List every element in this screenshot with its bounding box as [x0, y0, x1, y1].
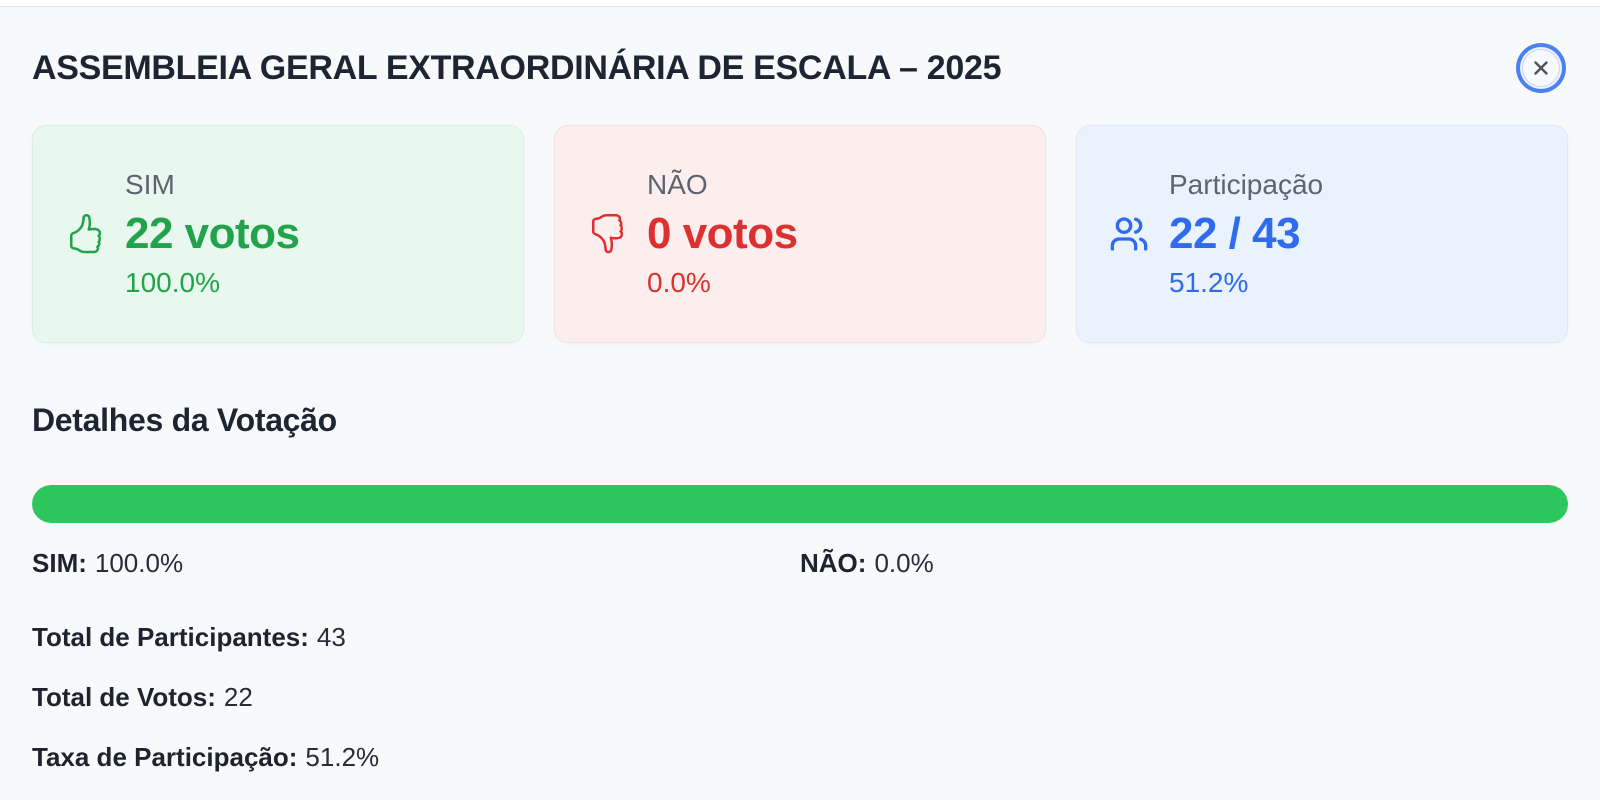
- close-button[interactable]: [1522, 49, 1560, 87]
- legend-value: 100.0%: [94, 548, 184, 578]
- vote-progress-bar: [32, 485, 1568, 523]
- stat-taxa-participacao: Taxa de Participação: 51.2%: [32, 743, 1568, 771]
- stat-value: 22: [223, 682, 253, 712]
- stat-total-participantes: Total de Participantes: 43: [32, 623, 1568, 651]
- stat-value: 51.2%: [305, 742, 380, 772]
- stat-card-label: SIM: [125, 169, 175, 200]
- legend-label: SIM:: [32, 548, 87, 578]
- stat-card-label: NÃO: [647, 169, 708, 200]
- stat-card-nao: NÃO 0 votos 0.0%: [554, 125, 1046, 343]
- stat-value: 43: [316, 622, 346, 652]
- stat-cards-row: SIM 22 votos 100.0% NÃO 0 votos: [32, 125, 1568, 343]
- close-icon: [1532, 59, 1550, 77]
- progress-legend: SIM: 100.0% NÃO: 0.0%: [32, 549, 1568, 577]
- summary-stats: Total de Participantes: 43 Total de Votos…: [32, 623, 1568, 771]
- thumbs-down-icon: [587, 214, 627, 254]
- stat-card-value: 22 votos: [125, 209, 300, 258]
- stat-card-value: 0 votos: [647, 209, 798, 258]
- modal-header: ASSEMBLEIA GERAL EXTRAORDINÁRIA DE ESCAL…: [32, 41, 1568, 89]
- stat-card-percent: 100.0%: [125, 267, 220, 298]
- legend-item-nao: NÃO: 0.0%: [800, 549, 1568, 577]
- stat-card-percent: 0.0%: [647, 267, 711, 298]
- stat-card-percent: 51.2%: [1169, 267, 1249, 298]
- people-icon: [1109, 214, 1149, 254]
- stat-total-votos: Total de Votos: 22: [32, 683, 1568, 711]
- legend-label: NÃO:: [800, 548, 867, 578]
- stat-card-value-row: 22 votos: [65, 212, 523, 256]
- stat-card-value: 22 / 43: [1169, 209, 1301, 258]
- vote-progress-fill-sim: [32, 485, 1568, 523]
- thumbs-up-icon: [65, 214, 105, 254]
- stat-card-participacao: Participação 22 / 43 51.2%: [1076, 125, 1568, 343]
- stat-card-sim: SIM 22 votos 100.0%: [32, 125, 524, 343]
- voting-results-modal: ASSEMBLEIA GERAL EXTRAORDINÁRIA DE ESCAL…: [0, 41, 1600, 771]
- stat-card-value-row: 22 / 43: [1109, 212, 1567, 256]
- stat-label: Total de Votos:: [32, 682, 216, 712]
- legend-value: 0.0%: [874, 548, 934, 578]
- modal-title: ASSEMBLEIA GERAL EXTRAORDINÁRIA DE ESCAL…: [32, 49, 1002, 87]
- details-heading: Detalhes da Votação: [32, 402, 337, 438]
- stat-card-value-row: 0 votos: [587, 212, 1045, 256]
- stat-card-label: Participação: [1169, 169, 1324, 200]
- stat-label: Taxa de Participação:: [32, 742, 298, 772]
- stat-label: Total de Participantes:: [32, 622, 309, 652]
- top-edge-divider: [0, 0, 1600, 7]
- legend-item-sim: SIM: 100.0%: [32, 549, 800, 577]
